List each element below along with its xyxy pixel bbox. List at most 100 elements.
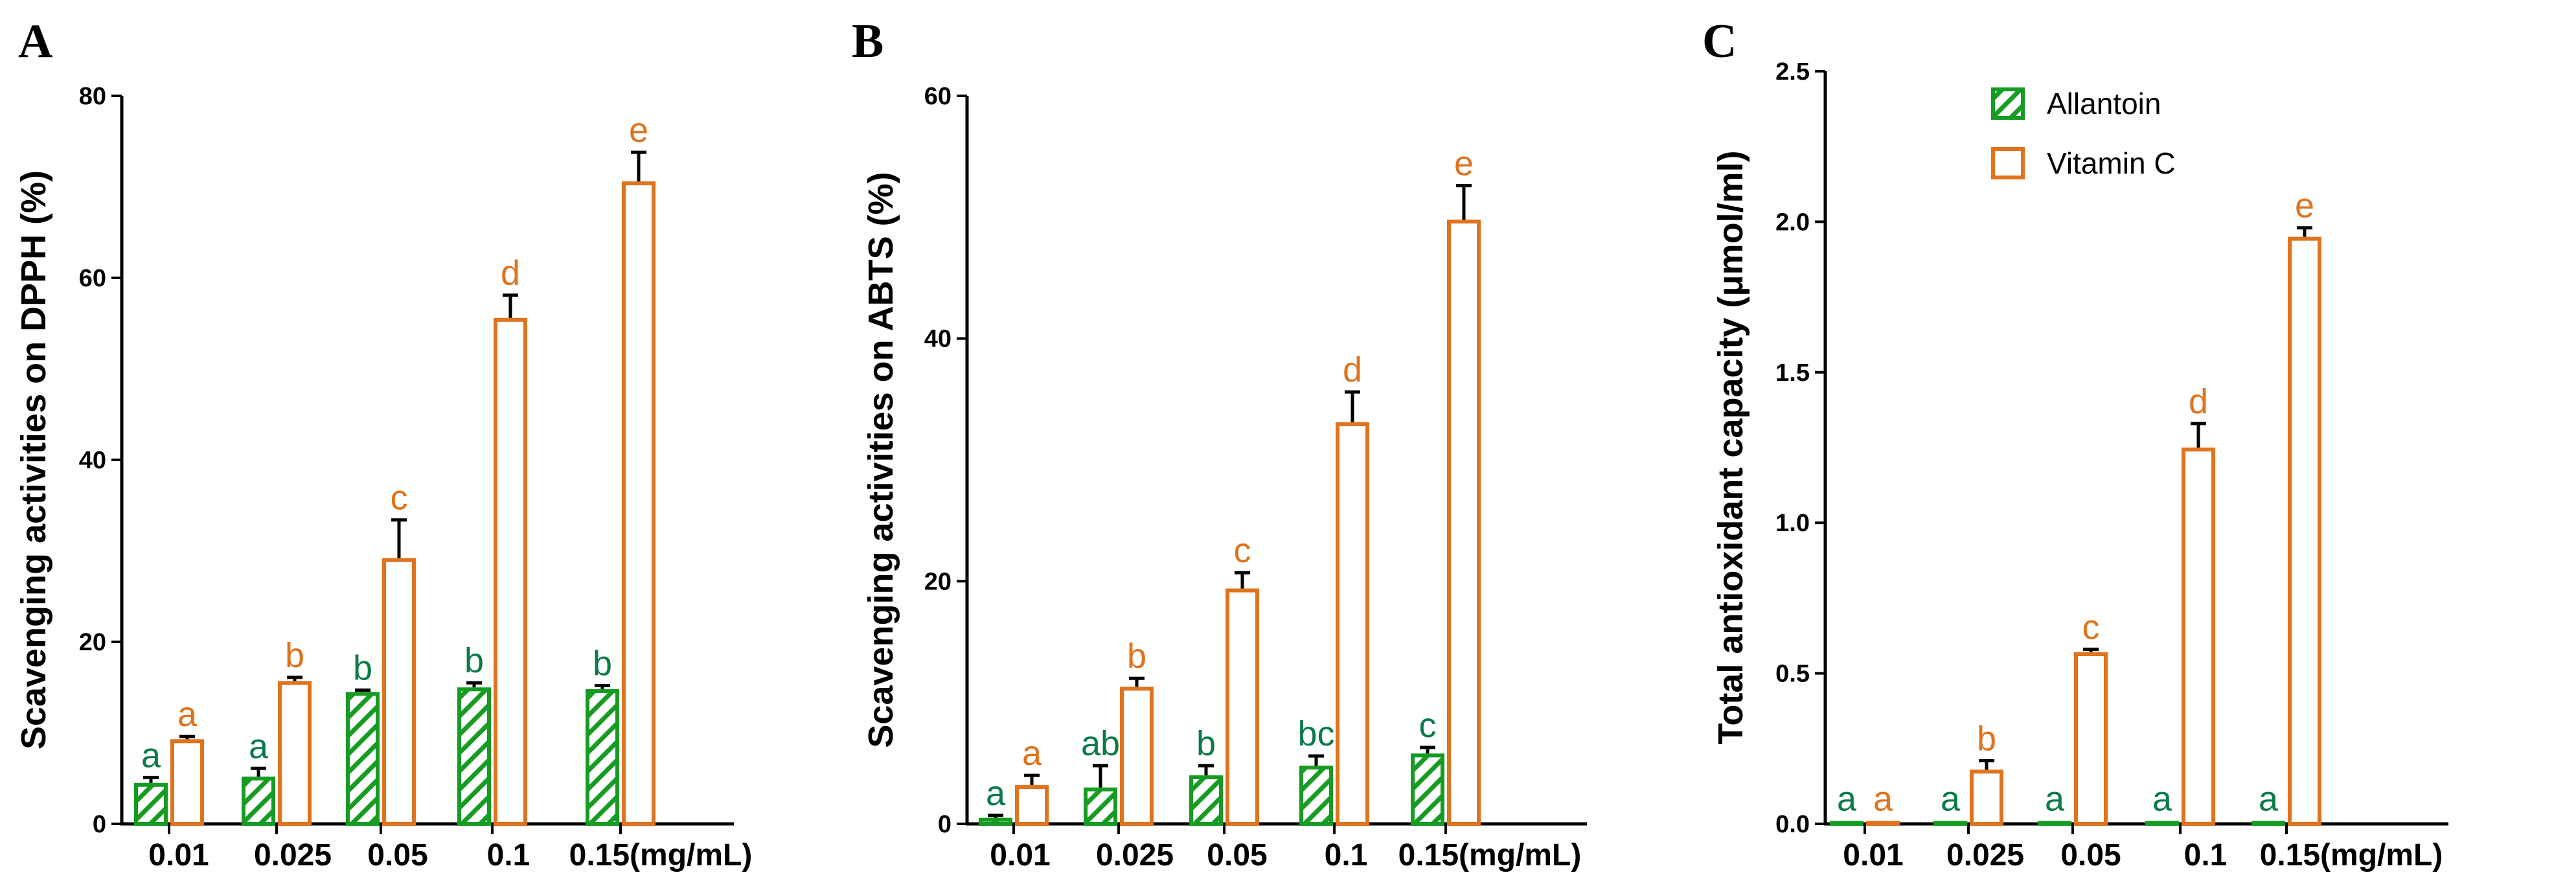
vitamin-c-bar: [2074, 652, 2108, 826]
vitamin-c-significance-label: a: [1022, 734, 1042, 773]
x-category-label: 0.15(mg/mL): [2260, 838, 2443, 872]
y-tick-label: 1.0: [1775, 510, 1810, 537]
vitamin-c-bar: [622, 181, 655, 826]
x-category-label: 0.15(mg/mL): [569, 838, 753, 872]
panel-letter: C: [1702, 15, 1737, 68]
panel-b: B Scavenging activities on ABTS (%) 0 20 40 6…: [852, 15, 1587, 872]
vitamin-c-bar: [278, 681, 312, 826]
allantoin-significance-label: bc: [1297, 714, 1334, 753]
allantoin-bar: [1933, 821, 1967, 826]
allantoin-significance-label: ab: [1081, 724, 1120, 763]
x-category-label: 0.05: [1207, 838, 1267, 872]
x-category-label: 0.1: [487, 838, 530, 872]
y-axis-title: Scavenging activities on ABTS (%): [861, 172, 900, 747]
allantoin-bar: [1084, 787, 1117, 826]
vitamin-c-significance-label: d: [501, 254, 520, 293]
vitamin-c-significance-label: b: [1977, 719, 1996, 758]
x-category-label: 0.05: [2060, 838, 2121, 872]
vitamin-c-bar: [1866, 821, 1900, 826]
y-tick-label: 80: [79, 83, 106, 110]
allantoin-significance-label: a: [249, 727, 269, 766]
panel-a: A Scavenging activities on DPPH (%) 0 20 40 6…: [14, 15, 752, 872]
vitamin-c-significance-label: c: [2082, 608, 2100, 646]
vitamin-c-bar: [382, 558, 416, 826]
vitamin-c-bar: [1015, 785, 1049, 826]
x-category-label: 0.05: [367, 838, 427, 872]
vitamin-c-significance-label: a: [1873, 779, 1893, 818]
allantoin-bar: [586, 689, 619, 826]
y-tick-label: 0.0: [1775, 811, 1810, 838]
vitamin-c-bar: [1336, 422, 1369, 826]
vitamin-c-bar: [1120, 687, 1154, 826]
allantoin-bar: [979, 817, 1012, 826]
allantoin-significance-label: c: [1419, 706, 1437, 745]
allantoin-bar: [346, 692, 380, 826]
x-category-label: 0.01: [990, 838, 1050, 872]
allantoin-significance-label: a: [1941, 779, 1961, 818]
x-category-label: 0.025: [254, 838, 332, 872]
y-tick-label: 2.5: [1775, 58, 1810, 85]
allantoin-bar: [134, 782, 168, 826]
vitamin-c-significance-label: a: [177, 695, 198, 734]
x-category-label: 0.15(mg/mL): [1398, 838, 1582, 872]
vitamin-c-bar: [2182, 448, 2215, 826]
allantoin-legend-swatch: [1991, 87, 2025, 120]
y-tick-label: 0: [938, 811, 952, 838]
x-category-label: 0.1: [2184, 838, 2228, 872]
y-axis-title: Scavenging activities on DPPH (%): [14, 170, 53, 749]
vitamin-c-significance-label: e: [1454, 144, 1474, 183]
allantoin-bar: [2145, 821, 2179, 826]
y-tick-label: 1.5: [1775, 359, 1810, 387]
allantoin-bar: [1830, 821, 1864, 826]
allantoin-significance-label: b: [1196, 724, 1216, 763]
y-tick-label: 2.0: [1775, 209, 1810, 236]
x-category-label: 0.1: [1325, 838, 1368, 872]
vitamin-c-bar: [170, 739, 204, 826]
allantoin-bar: [1299, 766, 1333, 826]
vitamin-c-significance-label: e: [629, 111, 648, 150]
allantoin-significance-label: a: [2259, 779, 2279, 818]
y-tick-label: 20: [924, 568, 952, 595]
vitamin-c-bar: [1970, 769, 2003, 826]
allantoin-significance-label: a: [986, 774, 1006, 813]
allantoin-bar: [2038, 821, 2071, 826]
legend-label: Vitamin C: [2047, 146, 2176, 180]
panel-letter: A: [18, 15, 52, 68]
y-tick-label: 40: [79, 447, 106, 474]
vitamin-c-bar: [2288, 236, 2321, 826]
panel-letter: B: [852, 15, 883, 68]
vitamin-c-significance-label: c: [391, 479, 408, 518]
allantoin-significance-label: b: [464, 641, 484, 680]
legend-label: Allantoin: [2047, 87, 2161, 120]
y-tick-label: 0: [93, 811, 106, 838]
allantoin-significance-label: a: [2045, 779, 2065, 818]
panel-c: C Total antioxidant capacity (μmol/ml) 0.0…: [1702, 15, 2448, 872]
vitamin-c-significance-label: d: [1343, 350, 1362, 389]
vitamin-c-significance-label: b: [285, 636, 304, 675]
legend: Allantoin Vitamin C: [1991, 87, 2176, 180]
vitamin-c-bar: [494, 317, 527, 826]
x-category-label: 0.025: [1946, 838, 2024, 872]
vitamin-c-significance-label: c: [1234, 531, 1251, 570]
allantoin-bar: [2251, 821, 2285, 826]
y-tick-label: 60: [79, 265, 106, 292]
x-category-label: 0.01: [1843, 838, 1903, 872]
x-category-label: 0.01: [148, 838, 209, 872]
allantoin-significance-label: a: [2152, 779, 2172, 818]
allantoin-significance-label: b: [353, 648, 372, 687]
vitamin-c-bar: [1225, 588, 1259, 826]
vitamin-c-significance-label: d: [2189, 382, 2208, 421]
allantoin-significance-label: b: [593, 644, 612, 683]
allantoin-bar: [242, 776, 275, 826]
allantoin-significance-label: a: [141, 736, 161, 775]
vitamin-c-legend-swatch: [1991, 147, 2025, 179]
allantoin-bar: [457, 687, 491, 826]
vitamin-c-bar: [1447, 220, 1481, 826]
allantoin-bar: [1189, 775, 1223, 826]
allantoin-significance-label: a: [1837, 779, 1857, 818]
y-axis-title: Total antioxidant capacity (μmol/ml): [1711, 150, 1750, 744]
y-tick-label: 40: [924, 326, 952, 353]
vitamin-c-significance-label: b: [1127, 637, 1146, 676]
panels: A Scavenging activities on DPPH (%) 0 20 40 6…: [14, 15, 2448, 872]
